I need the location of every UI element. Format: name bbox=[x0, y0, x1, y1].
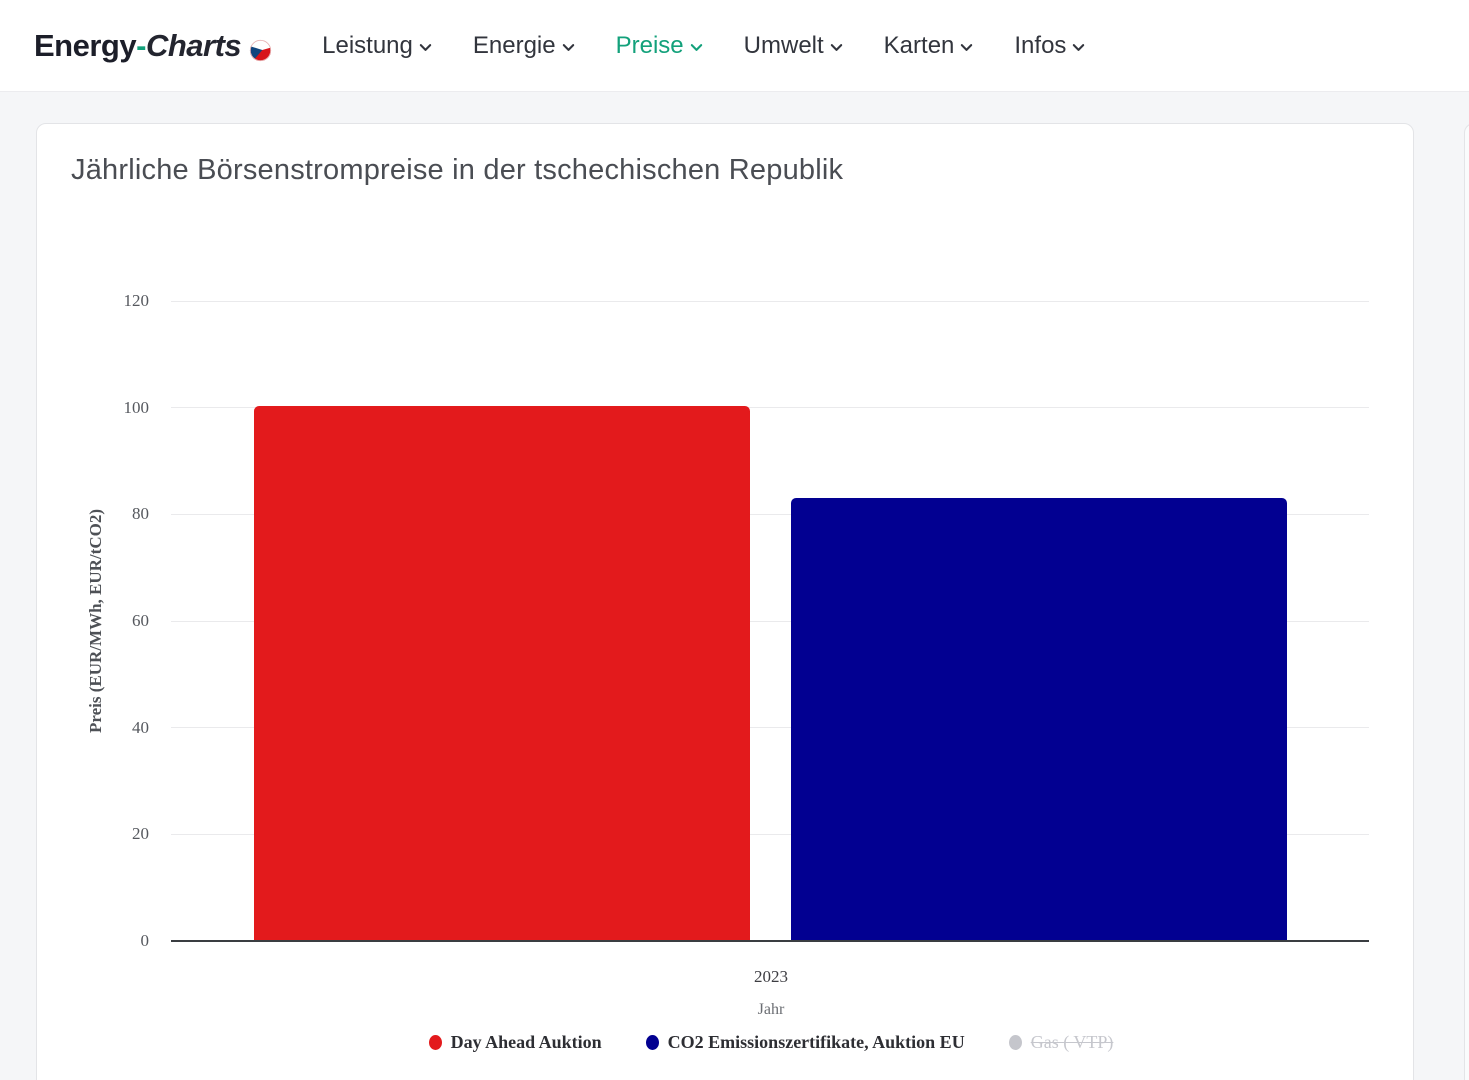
chart-title: Jährliche Börsenstrompreise in der tsche… bbox=[71, 154, 844, 186]
plot-area bbox=[37, 124, 1413, 1080]
chevron-down-icon bbox=[959, 40, 974, 55]
nav-item-label: Karten bbox=[883, 31, 955, 59]
legend-marker-icon bbox=[1008, 1035, 1022, 1050]
x-axis-line bbox=[171, 940, 1369, 942]
chevron-down-icon bbox=[418, 40, 433, 55]
side-card-sliver bbox=[1464, 123, 1469, 1080]
y-tick-60: 60 bbox=[132, 611, 149, 630]
x-tick-label: 2023 bbox=[754, 967, 788, 986]
nav-item-umwelt[interactable]: Umwelt bbox=[744, 32, 844, 60]
top-nav: Energy - Charts Leistung Energie Preise Umw… bbox=[0, 0, 1469, 92]
legend-label: Day Ahead Auktion bbox=[450, 1032, 602, 1052]
chevron-down-icon bbox=[689, 40, 704, 55]
legend-marker-icon bbox=[428, 1035, 442, 1050]
nav-item-label: Umwelt bbox=[743, 31, 824, 59]
logo-text-charts: Charts bbox=[145, 27, 242, 63]
czech-flag-icon bbox=[249, 39, 273, 62]
chevron-down-icon bbox=[561, 40, 576, 55]
chevron-down-icon bbox=[829, 40, 844, 55]
chart-legend: Day Ahead Auktion CO2 Emissionszertifikat… bbox=[171, 1032, 1371, 1053]
bar-co2-emissionszertifikate-auktion-eu[interactable] bbox=[791, 498, 1287, 941]
main-menu: Leistung Energie Preise Umwelt Karten Infos bbox=[322, 32, 1086, 60]
nav-item-label: Leistung bbox=[322, 31, 413, 59]
chevron-down-icon bbox=[1071, 40, 1086, 55]
legend-label: CO2 Emissionszertifikate, Auktion EU bbox=[667, 1032, 965, 1052]
nav-item-preise[interactable]: Preise bbox=[616, 32, 704, 60]
y-tick-0: 0 bbox=[140, 931, 150, 950]
legend-item-day-ahead-auktion[interactable]: Day Ahead Auktion bbox=[428, 1032, 602, 1053]
legend-marker-icon bbox=[645, 1035, 659, 1050]
gridline-40 bbox=[171, 727, 1369, 729]
nav-item-karten[interactable]: Karten bbox=[884, 32, 975, 60]
y-tick-100: 100 bbox=[123, 397, 150, 417]
y-tick-120: 120 bbox=[123, 291, 150, 310]
x-axis-label: Jahr bbox=[757, 1001, 785, 1018]
gridline-120 bbox=[171, 300, 1369, 302]
logo-text-energy: Energy bbox=[34, 27, 137, 63]
nav-item-leistung[interactable]: Leistung bbox=[322, 32, 433, 60]
chart-card: Jährliche Börsenstrompreise in der tsche… bbox=[36, 123, 1414, 1080]
nav-item-infos[interactable]: Infos bbox=[1014, 32, 1086, 60]
legend-item-gas-vtp[interactable]: Gas ( VTP) bbox=[1008, 1032, 1114, 1053]
legend-item-co2-emissionszertifikate-auktion-eu[interactable]: CO2 Emissionszertifikate, Auktion EU bbox=[645, 1032, 965, 1053]
y-tick-40: 40 bbox=[132, 717, 149, 737]
gridline-60 bbox=[171, 620, 1369, 622]
gridline-100 bbox=[171, 407, 1369, 409]
y-tick-20: 20 bbox=[132, 824, 149, 844]
nav-item-label: Infos bbox=[1014, 31, 1067, 59]
y-tick-80: 80 bbox=[132, 504, 149, 524]
nav-item-energie[interactable]: Energie bbox=[473, 32, 576, 60]
legend-label: Gas ( VTP) bbox=[1030, 1032, 1114, 1052]
nav-item-label: Preise bbox=[615, 31, 684, 59]
nav-item-label: Energie bbox=[472, 31, 556, 59]
y-axis-ticks: 0 20 40 60 80 100 120 bbox=[37, 124, 150, 1080]
gridline-20 bbox=[171, 833, 1369, 835]
logo[interactable]: Energy - Charts bbox=[34, 27, 273, 64]
bar-day-ahead-auktion[interactable] bbox=[254, 406, 750, 941]
gridline-80 bbox=[171, 513, 1369, 515]
logo-text-hyphen: - bbox=[136, 27, 146, 63]
